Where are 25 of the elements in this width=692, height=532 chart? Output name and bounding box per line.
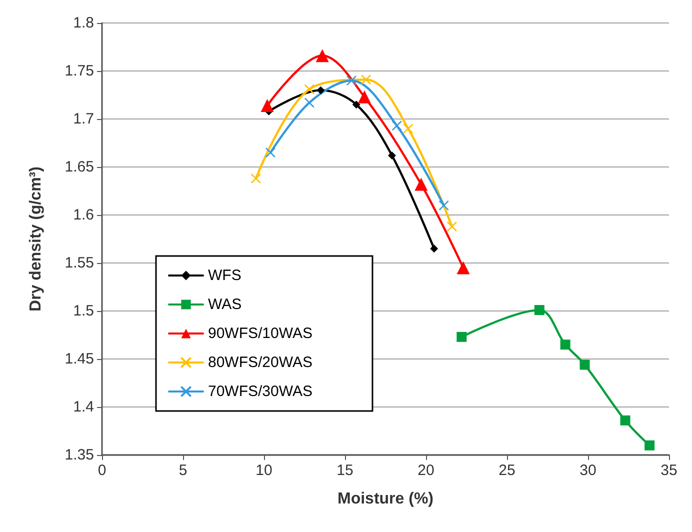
x-tick-label: 15: [336, 462, 354, 479]
y-tick-label: 1.7: [73, 110, 94, 128]
x-tick-label: 20: [418, 462, 434, 479]
x-axis-title: Moisture (%): [338, 490, 434, 508]
x-tick-label: 5: [178, 462, 188, 479]
y-tick-label: 1.8: [73, 14, 94, 32]
y-tick-label: 1.35: [64, 446, 94, 464]
legend-label: 80WFS/20WAS: [208, 354, 312, 371]
y-tick-label: 1.6: [73, 206, 94, 224]
y-tick-label: 1.55: [64, 254, 94, 272]
x-tick-label: 30: [580, 462, 596, 479]
y-axis-title: Dry density (g/cm³): [28, 166, 44, 312]
legend-label: 70WFS/30WAS: [208, 383, 312, 400]
y-tick-label: 1.75: [64, 62, 94, 80]
y-tick-label: 1.4: [73, 398, 94, 416]
legend-label: WAS: [208, 296, 242, 313]
x-tick-label: 10: [256, 462, 272, 479]
y-tick-label: 1.65: [64, 158, 94, 176]
legend-label: 90WFS/10WAS: [208, 325, 312, 342]
x-tick-label: 25: [498, 462, 516, 479]
legend-label: WFS: [208, 267, 242, 284]
x-tick-label: 35: [660, 462, 678, 479]
y-tick-label: 1.5: [73, 302, 94, 320]
y-tick-label: 1.45: [64, 350, 94, 368]
x-tick-label: 0: [98, 462, 106, 479]
